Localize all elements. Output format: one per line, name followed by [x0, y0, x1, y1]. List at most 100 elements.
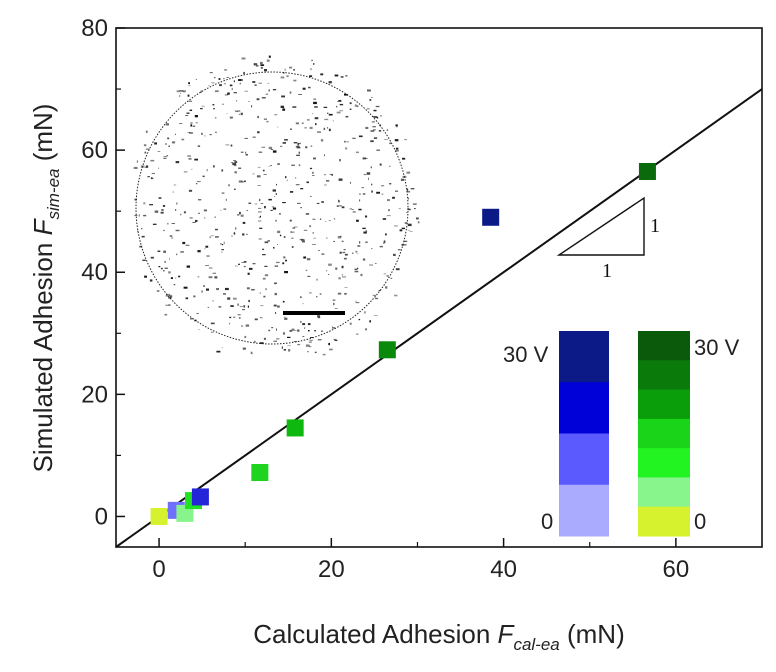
inset-particle: [367, 89, 371, 92]
inset-particle: [163, 156, 168, 158]
inset-particle: [404, 222, 408, 224]
inset-particle: [340, 235, 342, 238]
inset-particle: [307, 323, 311, 326]
inset-particle: [219, 84, 222, 87]
inset-particle: [345, 147, 348, 150]
data-points: [150, 162, 656, 525]
inset-particle: [241, 325, 243, 327]
inset-particle: [283, 332, 285, 335]
inset-particle: [242, 221, 246, 224]
slope-run-label: 1: [602, 260, 612, 282]
inset-particle: [369, 99, 372, 101]
inset-particle: [197, 276, 200, 278]
inset-particle: [140, 165, 145, 168]
inset-particle: [356, 219, 359, 222]
inset-particle: [265, 93, 269, 95]
inset-particle: [239, 82, 241, 85]
data-point: [482, 208, 500, 226]
inset-particle: [404, 139, 407, 141]
inset-particle: [169, 258, 170, 260]
inset-particle: [372, 126, 376, 128]
inset-particle: [395, 150, 399, 152]
inset-particle: [237, 214, 240, 216]
inset-particle: [312, 232, 314, 234]
inset-particle: [407, 229, 411, 231]
inset-particle: [355, 300, 357, 302]
inset-particle: [162, 205, 166, 207]
inset-particle: [176, 253, 178, 256]
inset-particle: [365, 215, 368, 218]
inset-particle: [283, 316, 286, 318]
inset-particle: [270, 165, 272, 167]
inset-particle: [247, 305, 249, 308]
inset-particle: [282, 142, 286, 144]
inset-particle: [188, 189, 193, 192]
inset-particle: [355, 151, 359, 154]
inset-particle: [247, 272, 250, 275]
inset-particle: [317, 316, 321, 319]
inset-particle: [359, 193, 361, 195]
inset-particle: [235, 110, 238, 113]
inset-particle: [376, 116, 379, 119]
inset-particle: [293, 330, 297, 331]
inset-particle: [262, 277, 266, 280]
inset-particle: [371, 121, 375, 123]
inset-particle: [283, 256, 286, 259]
inset-particle: [320, 139, 324, 142]
inset-particle: [334, 308, 338, 309]
inset-particle: [250, 351, 253, 354]
inset-particle: [285, 176, 287, 179]
inset-particle: [238, 167, 242, 169]
inset-particle: [295, 145, 300, 148]
inset-particle: [349, 208, 352, 210]
inset-particle: [237, 314, 241, 316]
inset-particle: [308, 330, 310, 332]
inset-particle: [240, 151, 244, 153]
inset-particle: [282, 262, 285, 265]
inset-particle: [194, 319, 197, 322]
inset-particle: [171, 223, 175, 224]
inset-particle: [142, 259, 146, 261]
inset-particle: [188, 82, 190, 85]
inset-particle: [352, 211, 356, 213]
inset-particle: [234, 161, 238, 163]
inset-particle: [289, 219, 292, 222]
inset-particle: [234, 164, 237, 167]
inset-particle: [412, 203, 417, 205]
axis-ticks: 0 20 40 60 0 20 40 60 80: [81, 15, 689, 583]
slope-triangle: 1 1: [556, 196, 660, 282]
inset-particle: [212, 104, 215, 106]
legend-swatch: [638, 506, 690, 537]
inset-particle: [258, 151, 263, 153]
inset-particle: [236, 110, 241, 112]
inset-particle: [165, 143, 167, 145]
inset-particle: [317, 314, 320, 317]
inset-particle: [175, 209, 177, 211]
inset-particle: [314, 106, 318, 108]
inset-particle: [164, 313, 168, 316]
inset-particle: [389, 183, 392, 185]
inset-particle: [259, 198, 261, 202]
inset-particle: [316, 278, 318, 281]
inset-particle: [321, 330, 323, 332]
inset-particle: [198, 329, 200, 330]
inset-particle: [263, 118, 267, 120]
inset-particle: [339, 103, 344, 106]
data-point: [378, 341, 396, 359]
inset-particle: [223, 83, 226, 85]
inset-particle: [180, 213, 182, 216]
inset-particle: [263, 174, 267, 175]
inset-particle: [379, 163, 382, 166]
y-axis-title-main: Simulated Adhesion: [28, 235, 58, 472]
legend-blue-top-label: 30 V: [503, 342, 549, 367]
inset-particle: [158, 197, 162, 199]
inset-particle: [252, 81, 256, 83]
inset-particle: [224, 94, 229, 96]
inset-particle: [232, 162, 237, 166]
inset-particle: [154, 142, 157, 145]
inset-particle: [226, 77, 229, 78]
inset-particle: [417, 221, 420, 224]
inset-particle: [235, 227, 237, 230]
inset-particle: [310, 337, 313, 338]
inset-particle: [376, 149, 380, 151]
